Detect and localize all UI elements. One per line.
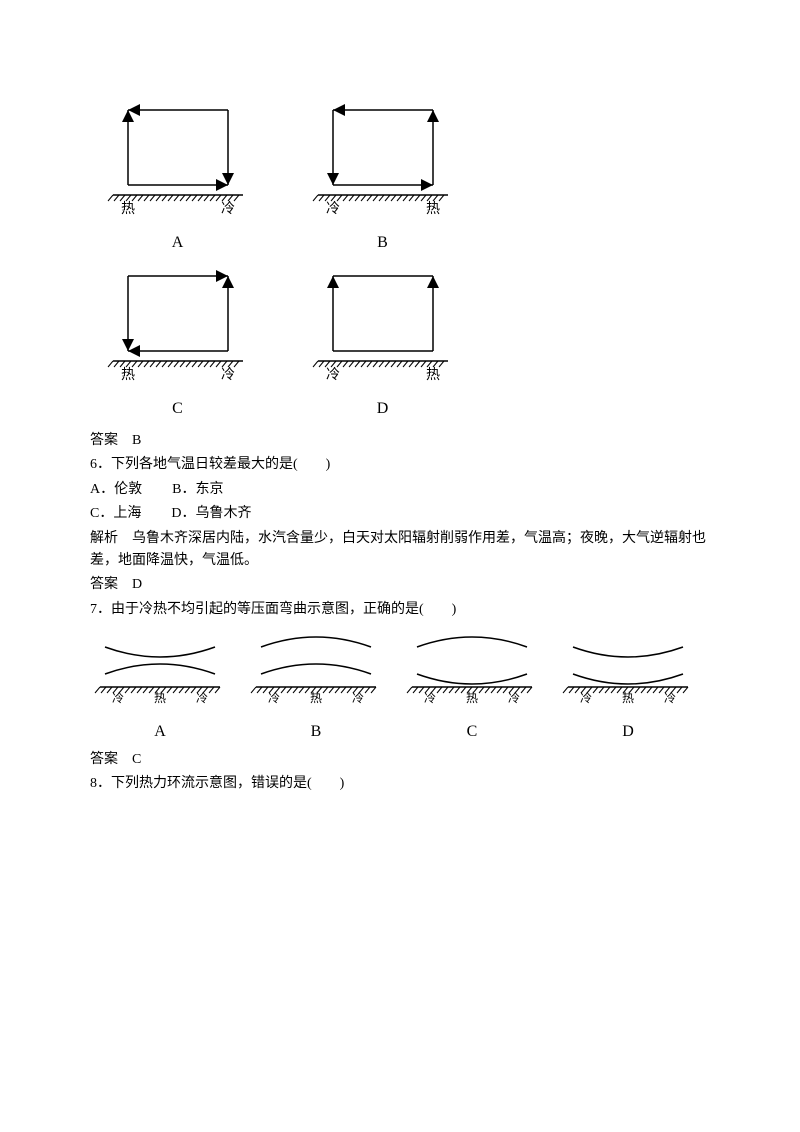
svg-text:热: 热 <box>622 691 634 705</box>
svg-text:冷: 冷 <box>221 367 235 383</box>
q5-cell-d: 冷 热 D <box>295 266 470 422</box>
q8-stem: 8．下列热力环流示意图，错误的是( ) <box>90 773 710 795</box>
svg-text:热: 热 <box>121 201 135 217</box>
diagram-label: C <box>402 719 542 745</box>
q6-stem: 6．下列各地气温日较差最大的是( ) <box>90 454 710 476</box>
svg-text:冷: 冷 <box>326 201 340 217</box>
diagram-label: A <box>90 230 265 256</box>
svg-text:热: 热 <box>154 691 166 705</box>
q7-answer: 答案 C <box>90 749 710 771</box>
q5-cell-b: 冷 热 B <box>295 100 470 256</box>
opt-b: B．东京 <box>172 482 223 497</box>
q7-cell-d: 冷 热 冷 D <box>558 629 698 745</box>
svg-text:热: 热 <box>466 691 478 705</box>
svg-text:热: 热 <box>426 367 440 383</box>
q6-opts-row1: A．伦敦 B．东京 <box>90 479 710 501</box>
q7-cell-a: 冷 热 冷 A <box>90 629 230 745</box>
q6-opts-row2: C．上海 D．乌鲁木齐 <box>90 503 710 525</box>
svg-text:冷: 冷 <box>508 691 520 705</box>
svg-text:冷: 冷 <box>424 691 436 705</box>
q5-diagram-grid: 热冷 A 冷热 B 热冷 C 冷热 D <box>90 100 470 422</box>
q6-explain: 解析 乌鲁木齐深居内陆，水汽含量少，白天对太阳辐射削弱作用差，气温高；夜晚，大气… <box>90 528 710 573</box>
q7-cell-b: 冷 热 冷 B <box>246 629 386 745</box>
diagram-label: D <box>295 396 470 422</box>
svg-text:冷: 冷 <box>112 691 124 705</box>
svg-text:冷: 冷 <box>326 367 340 383</box>
svg-text:热: 热 <box>121 367 135 383</box>
answer-letter: C <box>132 752 141 767</box>
diagram-label: C <box>90 396 265 422</box>
opt-c: C．上海 <box>90 506 141 521</box>
diagram-label: B <box>295 230 470 256</box>
opt-d: D．乌鲁木齐 <box>171 506 251 521</box>
svg-text:热: 热 <box>310 691 322 705</box>
q5-answer: 答案 B <box>90 430 710 452</box>
svg-text:冷: 冷 <box>268 691 280 705</box>
svg-text:冷: 冷 <box>196 691 208 705</box>
q7-cell-c: 冷 热 冷 C <box>402 629 542 745</box>
svg-text:冷: 冷 <box>664 691 676 705</box>
q6-answer: 答案 D <box>90 574 710 596</box>
q7-diagrams: 冷 热 冷 A 冷 热 冷 B 冷 热 冷 C 冷 热 冷 D <box>90 629 710 745</box>
svg-text:冷: 冷 <box>580 691 592 705</box>
q5-cell-a: 热 冷 A <box>90 100 265 256</box>
svg-text:冷: 冷 <box>352 691 364 705</box>
diagram-label: D <box>558 719 698 745</box>
answer-letter: D <box>132 577 142 592</box>
answer-prefix: 答案 <box>90 433 118 448</box>
diagram-label: A <box>90 719 230 745</box>
svg-text:冷: 冷 <box>221 201 235 217</box>
answer-prefix: 答案 <box>90 577 118 592</box>
diagram-label: B <box>246 719 386 745</box>
q7-stem: 7．由于冷热不均引起的等压面弯曲示意图，正确的是( ) <box>90 599 710 621</box>
q5-cell-c: 热 冷 C <box>90 266 265 422</box>
opt-a: A．伦敦 <box>90 482 142 497</box>
answer-prefix: 答案 <box>90 752 118 767</box>
svg-text:热: 热 <box>426 201 440 217</box>
answer-letter: B <box>132 433 141 448</box>
